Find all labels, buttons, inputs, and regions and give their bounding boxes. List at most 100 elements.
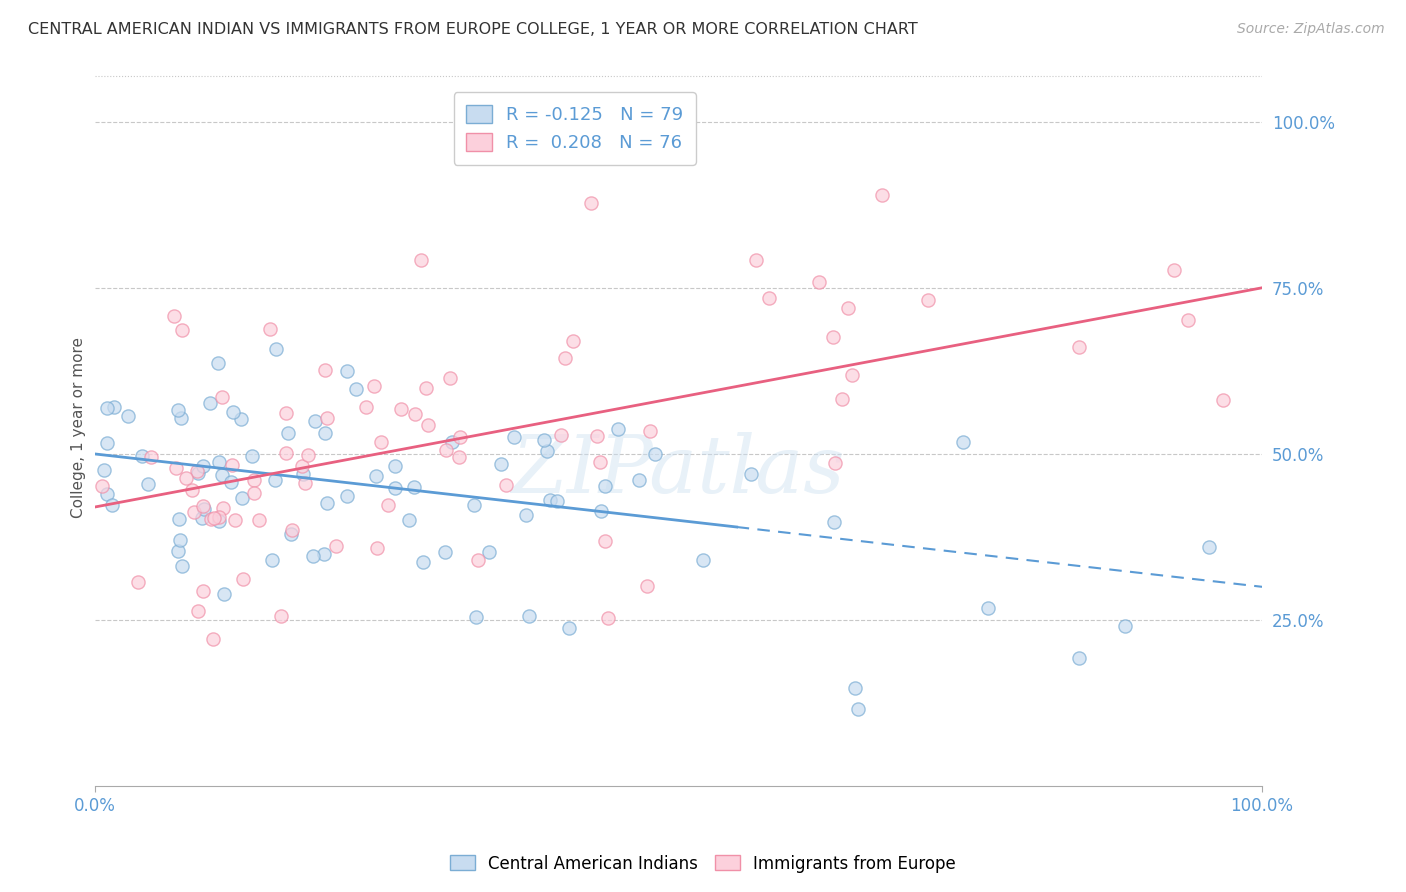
- Point: [364, 468, 387, 483]
- Point: [264, 342, 287, 356]
- Point: [232, 572, 254, 586]
- Point: [131, 449, 153, 463]
- Point: [554, 351, 576, 365]
- Point: [745, 253, 768, 268]
- Point: [644, 447, 666, 461]
- Point: [212, 586, 235, 600]
- Point: [315, 496, 337, 510]
- Point: [270, 609, 292, 624]
- Point: [366, 541, 388, 556]
- Point: [183, 505, 205, 519]
- Legend: R = -0.125   N = 79, R =  0.208   N = 76: R = -0.125 N = 79, R = 0.208 N = 76: [454, 92, 696, 165]
- Point: [1198, 540, 1220, 554]
- Point: [363, 379, 385, 393]
- Point: [167, 403, 190, 417]
- Point: [558, 621, 581, 635]
- Point: [325, 539, 347, 553]
- Point: [262, 553, 284, 567]
- Point: [344, 382, 367, 396]
- Point: [297, 448, 319, 462]
- Point: [692, 553, 714, 567]
- Point: [503, 430, 526, 444]
- Point: [211, 467, 233, 482]
- Point: [316, 411, 339, 425]
- Legend: Central American Indians, Immigrants from Europe: Central American Indians, Immigrants fro…: [443, 848, 963, 880]
- Point: [740, 467, 762, 481]
- Point: [464, 609, 486, 624]
- Point: [536, 443, 558, 458]
- Point: [187, 466, 209, 480]
- Point: [519, 608, 541, 623]
- Point: [136, 476, 159, 491]
- Text: CENTRAL AMERICAN INDIAN VS IMMIGRANTS FROM EUROPE COLLEGE, 1 YEAR OR MORE CORREL: CENTRAL AMERICAN INDIAN VS IMMIGRANTS FR…: [28, 22, 918, 37]
- Point: [187, 604, 209, 618]
- Point: [538, 493, 561, 508]
- Point: [211, 390, 233, 404]
- Point: [291, 467, 314, 482]
- Point: [277, 425, 299, 440]
- Point: [824, 456, 846, 470]
- Point: [167, 511, 190, 525]
- Point: [1163, 263, 1185, 277]
- Point: [207, 510, 229, 524]
- Point: [291, 459, 314, 474]
- Point: [117, 409, 139, 423]
- Point: [96, 401, 118, 416]
- Point: [259, 321, 281, 335]
- Point: [495, 478, 517, 492]
- Point: [103, 400, 125, 414]
- Point: [821, 329, 844, 343]
- Point: [561, 334, 583, 348]
- Point: [952, 435, 974, 450]
- Point: [191, 583, 214, 598]
- Point: [312, 547, 335, 561]
- Point: [636, 579, 658, 593]
- Point: [823, 516, 845, 530]
- Point: [167, 544, 190, 558]
- Point: [384, 458, 406, 473]
- Point: [208, 514, 231, 528]
- Point: [638, 424, 661, 438]
- Y-axis label: College, 1 year or more: College, 1 year or more: [72, 337, 86, 518]
- Point: [411, 252, 433, 267]
- Point: [335, 364, 357, 378]
- Point: [841, 368, 863, 383]
- Point: [370, 434, 392, 449]
- Point: [294, 476, 316, 491]
- Point: [586, 429, 609, 443]
- Point: [186, 464, 208, 478]
- Point: [354, 400, 377, 414]
- Point: [221, 458, 243, 473]
- Point: [416, 418, 439, 433]
- Point: [212, 501, 235, 516]
- Point: [589, 455, 612, 469]
- Point: [412, 556, 434, 570]
- Point: [917, 293, 939, 307]
- Point: [844, 681, 866, 695]
- Point: [302, 549, 325, 563]
- Point: [181, 483, 204, 497]
- Point: [467, 553, 489, 567]
- Point: [807, 275, 830, 289]
- Point: [846, 702, 869, 716]
- Point: [281, 523, 304, 537]
- Point: [240, 449, 263, 463]
- Point: [274, 446, 297, 460]
- Point: [491, 457, 513, 471]
- Point: [593, 534, 616, 549]
- Point: [1177, 313, 1199, 327]
- Point: [274, 406, 297, 420]
- Point: [207, 356, 229, 370]
- Point: [198, 396, 221, 410]
- Point: [1212, 393, 1234, 408]
- Point: [593, 479, 616, 493]
- Point: [162, 309, 184, 323]
- Point: [231, 411, 253, 425]
- Point: [176, 471, 198, 485]
- Point: [404, 407, 426, 421]
- Point: [596, 611, 619, 625]
- Point: [191, 510, 214, 524]
- Point: [434, 545, 457, 559]
- Point: [139, 450, 162, 464]
- Point: [478, 545, 501, 559]
